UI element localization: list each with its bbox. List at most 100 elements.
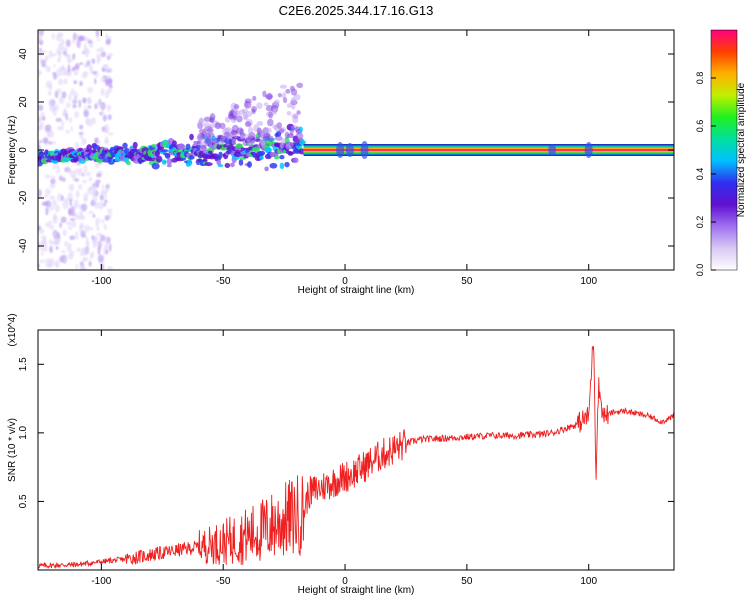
noise-dot [73, 203, 78, 210]
noise-dot [45, 258, 51, 267]
snr-x-tick-label: 100 [580, 576, 597, 587]
spectrum-blob [277, 92, 283, 98]
spectrum-blob [247, 161, 252, 168]
noise-dot [72, 53, 76, 60]
noise-dot [39, 121, 44, 130]
noise-dot [107, 265, 113, 270]
spectrum-blob [201, 144, 206, 149]
noise-dot [54, 104, 60, 111]
noise-dot [87, 105, 92, 109]
noise-dot [59, 222, 62, 229]
noise-dot [60, 38, 65, 45]
noise-dot [78, 35, 86, 42]
noise-dot [60, 194, 64, 202]
spectrum-blob [281, 138, 287, 145]
spectrum-blob [197, 140, 202, 147]
noise-dot [106, 104, 112, 112]
spectrum-blob [160, 149, 169, 153]
noise-dot [71, 220, 77, 228]
noise-dot [92, 71, 97, 75]
noise-dot [62, 200, 69, 210]
noise-dot [78, 131, 84, 136]
spectrum-blob [279, 84, 287, 89]
noise-dot [51, 175, 56, 180]
noise-dot [81, 203, 88, 212]
spectrum-blob [286, 110, 292, 116]
spectrogram-panel: -100 -50 0 50 100 -40 -20 0 20 40 Height of strai… [7, 29, 675, 296]
spectral-line-band [303, 148, 674, 152]
spectral-line-bulge [360, 141, 369, 159]
noise-dot [78, 224, 84, 234]
spectrum-blob [221, 133, 227, 141]
noise-dot [61, 250, 66, 254]
noise-dot [45, 207, 49, 216]
noise-dot [60, 126, 65, 130]
noise-dot [86, 118, 93, 127]
noise-dot [86, 96, 92, 103]
noise-dot [88, 260, 92, 267]
noise-dot [56, 68, 62, 77]
noise-dot [69, 217, 76, 222]
noise-dot [107, 114, 112, 121]
noise-dot [98, 47, 104, 52]
noise-dot [107, 67, 112, 73]
noise-dot [91, 235, 95, 240]
noise-dot [81, 266, 87, 270]
spectrum-blob [198, 118, 205, 124]
spectrum-blob [294, 126, 300, 132]
noise-dot [72, 37, 76, 45]
noise-dot [79, 81, 83, 87]
spectrum-blob [263, 133, 271, 138]
noise-dot [54, 240, 60, 246]
spectrum-blob [86, 144, 92, 152]
spectrum-blob [204, 162, 213, 167]
spectrum-blob [285, 141, 294, 148]
snr-y-multiplier: (x10^4) [7, 313, 18, 346]
noise-dot [40, 235, 47, 240]
noise-dot [62, 177, 66, 183]
noise-dot [69, 198, 73, 207]
noise-dot [42, 137, 49, 144]
noise-dot [73, 67, 79, 76]
noise-dot [81, 172, 86, 178]
noise-dot [44, 243, 48, 252]
noise-dot [53, 213, 58, 220]
noise-dot [95, 217, 101, 225]
snr-panel: -100 -50 0 50 100 0.5 1.0 1.5 Height of straigh… [7, 313, 675, 596]
noise-dot [61, 91, 67, 99]
spectrum-blob [264, 127, 272, 134]
spectrum-blob [247, 126, 254, 135]
noise-dot [53, 231, 58, 240]
spectral-line-bulge [548, 144, 557, 156]
spectrum-blob [208, 126, 213, 132]
spectrum-blob [279, 155, 285, 160]
spectrum-blob [298, 135, 303, 141]
noise-dot [68, 183, 75, 192]
noise-dot [41, 116, 46, 121]
spectrum-blob [293, 113, 298, 120]
noise-dot [82, 179, 87, 184]
colorbar: 0.0 0.2 0.4 0.6 0.8 Normalized spectral ampl… [695, 29, 747, 276]
spectrum-blob [264, 166, 269, 172]
noise-dot [48, 50, 53, 59]
noise-dot [75, 190, 80, 199]
noise-dot [68, 116, 73, 124]
noise-dot [105, 249, 109, 254]
noise-dot [43, 194, 50, 198]
spectrum-blob [238, 109, 246, 116]
spectrum-blob [219, 147, 228, 151]
noise-dot [56, 48, 62, 56]
noise-dot [105, 183, 110, 189]
snr-ticks: -100 -50 0 50 100 0.5 1.0 1.5 [18, 330, 674, 587]
noise-dot [104, 199, 108, 204]
noise-dot [85, 171, 92, 177]
noise-dot [66, 102, 71, 108]
noise-dot [103, 129, 109, 134]
spectrogram-noise-cloud [38, 30, 114, 270]
noise-dot [38, 39, 44, 46]
noise-dot [98, 140, 101, 147]
spectrogram-blobs [38, 82, 307, 172]
noise-dot [79, 251, 86, 257]
noise-dot [81, 72, 88, 79]
noise-dot [74, 178, 79, 182]
